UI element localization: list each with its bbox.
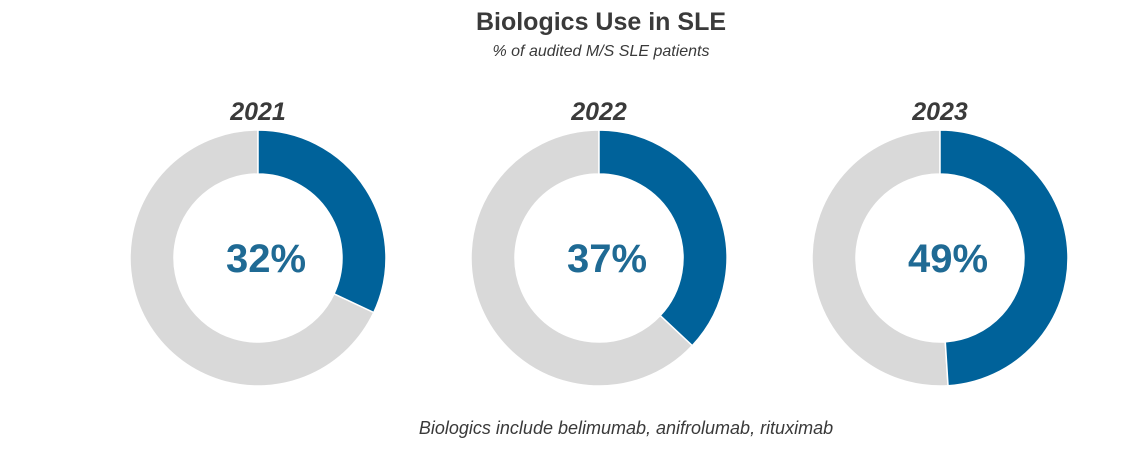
donut-center-value: 49%	[908, 237, 988, 281]
donut-charts: 2021 32% 2022 37% 2023 49%	[129, 98, 1069, 387]
donut-year-label: 2022	[570, 98, 627, 126]
donut-chart-2022: 2022 37%	[470, 98, 728, 387]
chart-subtitle: % of audited M/S SLE patients	[492, 43, 710, 60]
donut-slice-remainder	[129, 129, 375, 387]
donut-year-label: 2023	[911, 98, 968, 126]
donut-slice-value	[257, 129, 387, 314]
donut-slice-value	[939, 129, 1069, 387]
footnote: Biologics include belimumab, anifrolumab…	[418, 418, 834, 438]
donut-chart-2021: 2021 32%	[129, 98, 387, 387]
donut-year-label: 2021	[229, 98, 286, 126]
donut-center-value: 37%	[567, 237, 647, 281]
donut-slice-remainder	[811, 129, 949, 387]
chart-title: Biologics Use in SLE	[475, 8, 727, 36]
donut-chart-2023: 2023 49%	[811, 98, 1069, 387]
donut-center-value: 32%	[226, 237, 306, 281]
donut-slice-value	[598, 129, 728, 347]
donut-slice-remainder	[470, 129, 694, 387]
